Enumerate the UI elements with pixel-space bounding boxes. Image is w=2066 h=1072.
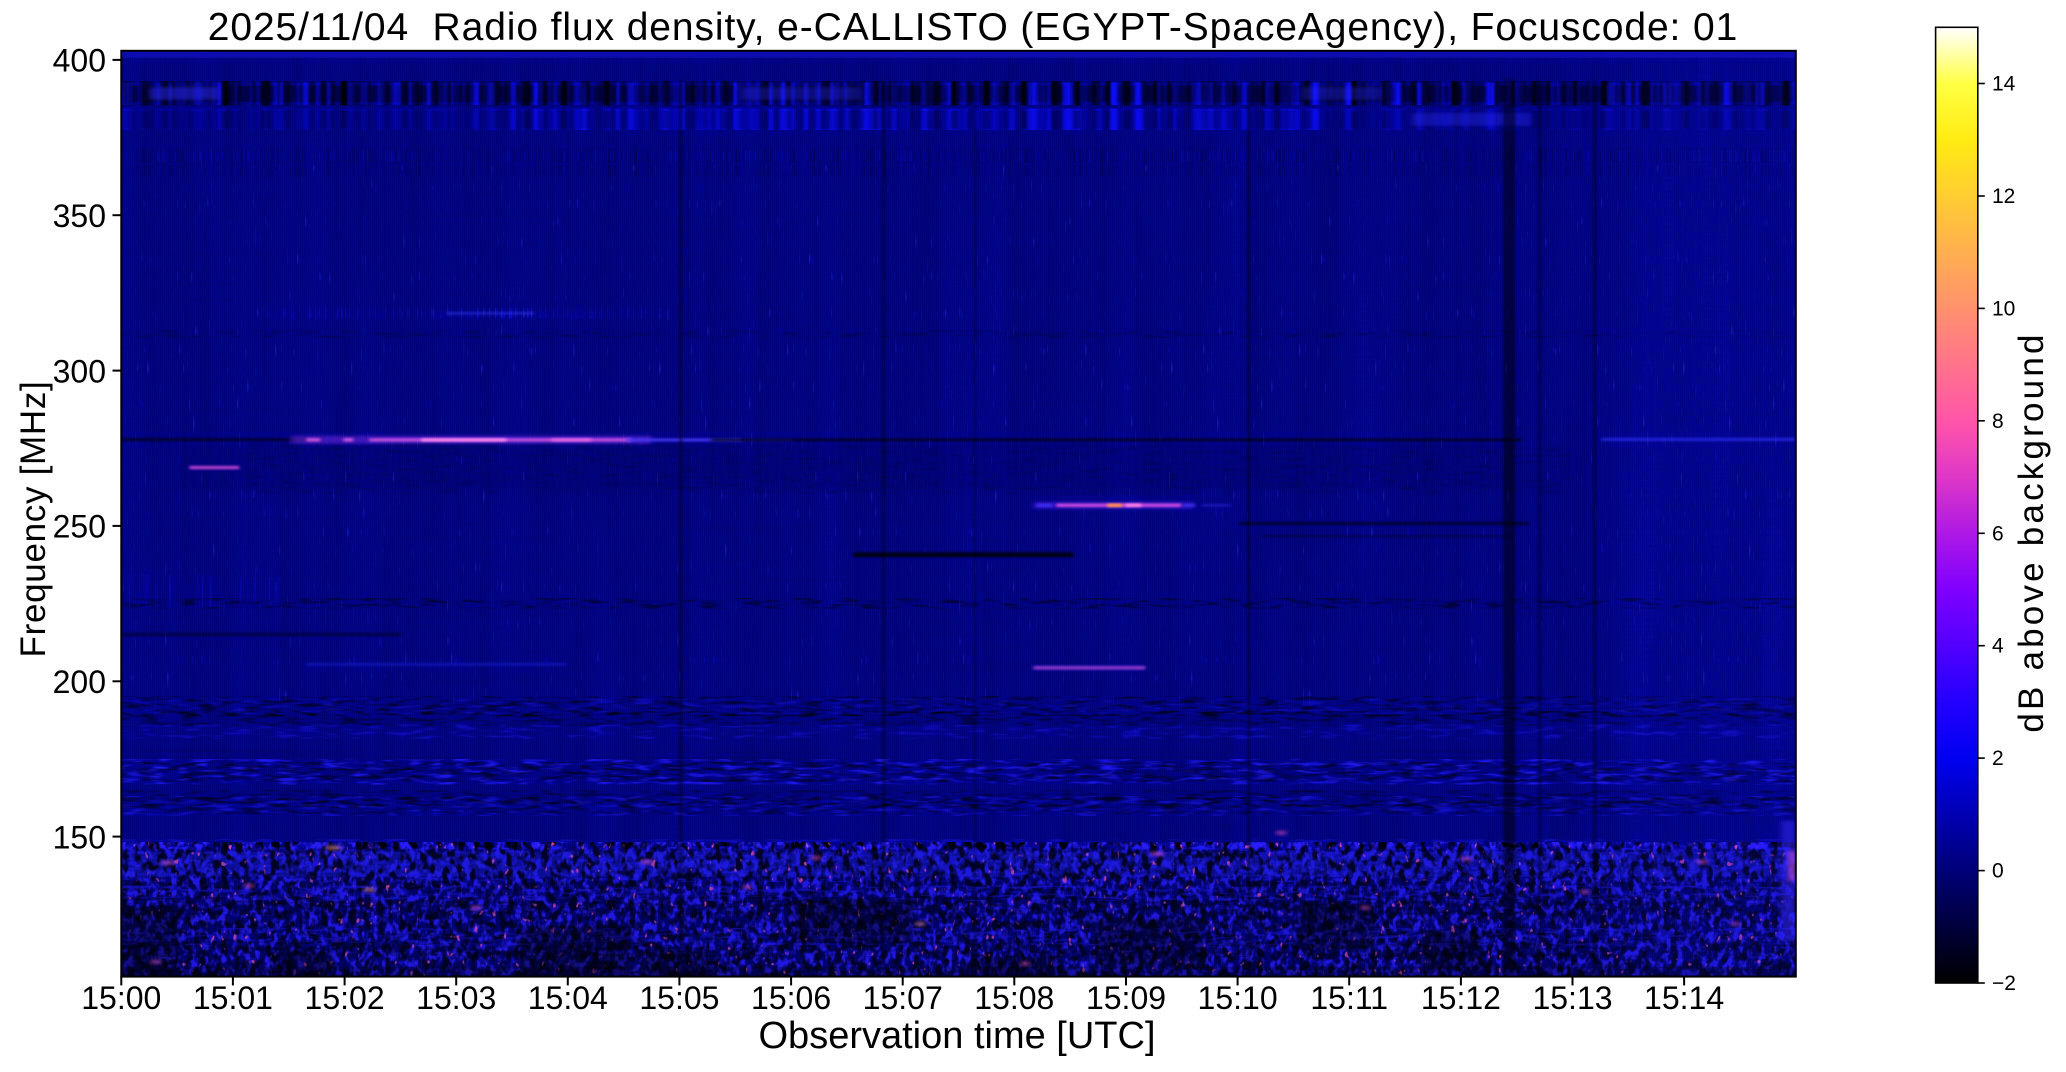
svg-text:−2: −2 <box>1992 972 2016 995</box>
svg-text:350: 350 <box>53 198 106 234</box>
svg-text:2025/11/04 Radio flux density: 2025/11/04 Radio flux density, e-CALLIST… <box>208 6 1738 49</box>
svg-text:Observation time [UTC]: Observation time [UTC] <box>759 1015 1156 1057</box>
svg-text:15:12: 15:12 <box>1421 980 1501 1016</box>
svg-text:15:02: 15:02 <box>305 980 385 1016</box>
svg-text:15:04: 15:04 <box>528 980 608 1016</box>
svg-text:8: 8 <box>1992 410 2004 433</box>
svg-text:0: 0 <box>1992 860 2004 883</box>
svg-text:14: 14 <box>1992 73 2016 96</box>
svg-text:15:03: 15:03 <box>416 980 496 1016</box>
svg-text:4: 4 <box>1992 635 2004 658</box>
svg-text:dB above background: dB above background <box>2012 331 2051 732</box>
svg-text:15:14: 15:14 <box>1644 980 1724 1016</box>
svg-text:10: 10 <box>1992 297 2015 320</box>
svg-text:15:07: 15:07 <box>863 980 943 1016</box>
svg-text:12: 12 <box>1992 185 2015 208</box>
svg-text:6: 6 <box>1992 522 2004 545</box>
svg-text:15:10: 15:10 <box>1198 980 1278 1016</box>
svg-text:250: 250 <box>53 509 106 545</box>
svg-text:15:09: 15:09 <box>1086 980 1166 1016</box>
svg-text:15:05: 15:05 <box>639 980 719 1016</box>
svg-text:15:08: 15:08 <box>974 980 1054 1016</box>
svg-text:400: 400 <box>53 43 106 79</box>
svg-text:15:01: 15:01 <box>193 980 273 1016</box>
svg-text:150: 150 <box>53 819 106 855</box>
svg-text:2: 2 <box>1992 747 2004 770</box>
svg-text:15:06: 15:06 <box>751 980 831 1016</box>
svg-text:15:13: 15:13 <box>1532 980 1612 1016</box>
svg-text:200: 200 <box>53 664 106 700</box>
svg-text:15:00: 15:00 <box>81 980 161 1016</box>
svg-text:15:11: 15:11 <box>1310 980 1388 1016</box>
svg-text:300: 300 <box>53 353 106 389</box>
svg-text:Frequency [MHz]: Frequency [MHz] <box>14 381 53 658</box>
